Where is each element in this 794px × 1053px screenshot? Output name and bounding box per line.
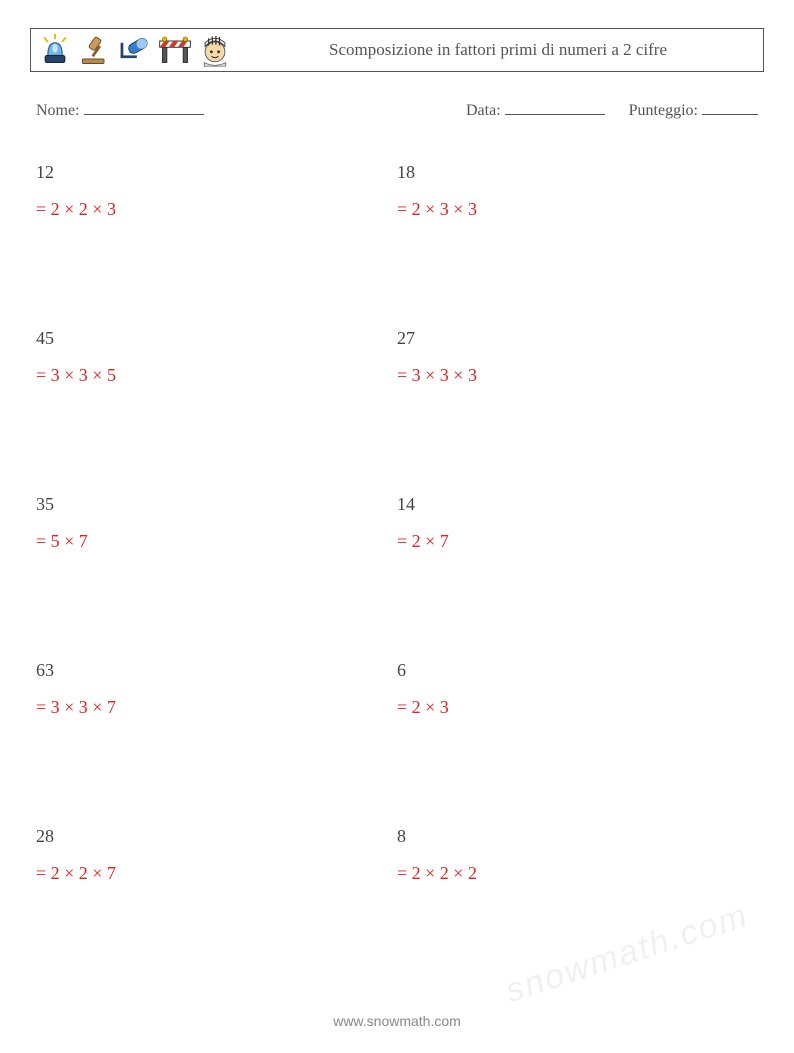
- problem: 6 = 2 × 3: [397, 660, 758, 718]
- problem-answer: = 2 × 3: [397, 697, 758, 718]
- problem-answer: = 2 × 7: [397, 531, 758, 552]
- problem-answer: = 2 × 2 × 3: [36, 199, 397, 220]
- footer-url: www.snowmath.com: [0, 1013, 794, 1029]
- problem: 45 = 3 × 3 × 5: [36, 328, 397, 386]
- worksheet-title: Scomposizione in fattori primi di numeri…: [233, 29, 763, 71]
- problems-grid: 12 = 2 × 2 × 3 18 = 2 × 3 × 3 45 = 3 × 3…: [30, 162, 764, 884]
- name-field: Nome:: [36, 98, 466, 120]
- problem-number: 6: [397, 660, 758, 681]
- problem-number: 28: [36, 826, 397, 847]
- date-label: Data:: [466, 102, 501, 119]
- problem-answer: = 3 × 3 × 3: [397, 365, 758, 386]
- problem-answer: = 2 × 3 × 3: [397, 199, 758, 220]
- header-box: Scomposizione in fattori primi di numeri…: [30, 28, 764, 72]
- problem-answer: = 3 × 3 × 7: [36, 697, 397, 718]
- score-label: Punteggio:: [629, 102, 698, 119]
- problem: 35 = 5 × 7: [36, 494, 397, 552]
- date-blank: [505, 98, 605, 115]
- problem-answer: = 2 × 2 × 2: [397, 863, 758, 884]
- pill-icon: [117, 31, 153, 69]
- watermark: snowmath.com: [502, 896, 754, 1011]
- problem-answer: = 3 × 3 × 5: [36, 365, 397, 386]
- score-field: Punteggio:: [629, 98, 758, 120]
- problem-number: 45: [36, 328, 397, 349]
- name-blank: [84, 98, 204, 115]
- problem: 63 = 3 × 3 × 7: [36, 660, 397, 718]
- problem-number: 27: [397, 328, 758, 349]
- problem-answer: = 5 × 7: [36, 531, 397, 552]
- problem-answer: = 2 × 2 × 7: [36, 863, 397, 884]
- gavel-icon: [77, 31, 113, 69]
- problem: 14 = 2 × 7: [397, 494, 758, 552]
- meta-row: Nome: Data: Punteggio:: [30, 98, 764, 120]
- problem: 12 = 2 × 2 × 3: [36, 162, 397, 220]
- name-label: Nome:: [36, 102, 80, 119]
- barrier-icon: [157, 31, 193, 69]
- problem-number: 12: [36, 162, 397, 183]
- problem-number: 8: [397, 826, 758, 847]
- problem-number: 14: [397, 494, 758, 515]
- alarm-light-icon: [37, 31, 73, 69]
- problem: 28 = 2 × 2 × 7: [36, 826, 397, 884]
- problem: 18 = 2 × 3 × 3: [397, 162, 758, 220]
- problem: 27 = 3 × 3 × 3: [397, 328, 758, 386]
- date-field: Data:: [466, 98, 605, 120]
- problem-number: 63: [36, 660, 397, 681]
- problem: 8 = 2 × 2 × 2: [397, 826, 758, 884]
- problem-number: 35: [36, 494, 397, 515]
- score-blank: [702, 98, 758, 115]
- prisoner-icon: [197, 31, 233, 69]
- problem-number: 18: [397, 162, 758, 183]
- header-icons: [31, 29, 233, 71]
